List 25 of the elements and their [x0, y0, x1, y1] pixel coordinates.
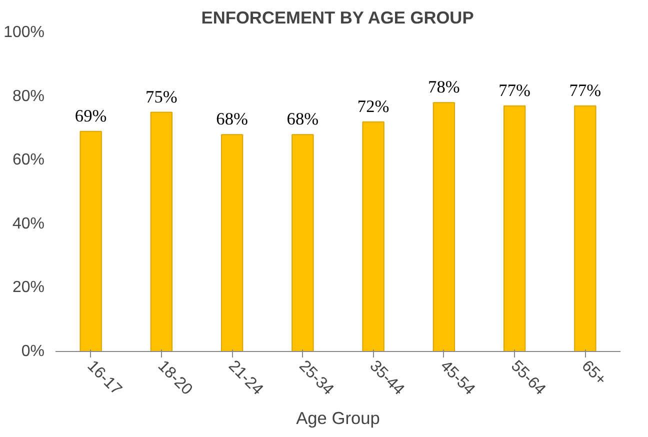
data-label: 77%: [498, 80, 530, 100]
data-label: 77%: [569, 80, 602, 100]
chart-title: ENFORCEMENT BY AGE GROUP: [201, 8, 474, 28]
x-axis-title: Age Group: [296, 408, 380, 428]
data-label: 75%: [146, 87, 178, 106]
y-tick-label: 0%: [21, 343, 44, 360]
data-label: 69%: [74, 106, 107, 126]
bar: [150, 112, 173, 352]
bar: [432, 102, 456, 352]
bar: [80, 130, 102, 352]
y-tick-label: 80%: [12, 88, 45, 105]
y-tick-label: 40%: [12, 215, 45, 232]
bar: [292, 134, 314, 352]
bar: [220, 134, 244, 352]
data-label: 68%: [216, 110, 248, 129]
y-tick-label: 100%: [4, 24, 44, 41]
bar: [362, 121, 384, 352]
data-label: 72%: [357, 96, 390, 116]
data-label: 78%: [428, 78, 460, 97]
data-label: 68%: [286, 110, 319, 129]
bar: [574, 105, 596, 352]
y-tick-label: 60%: [12, 152, 45, 169]
x-tick-label: 65+: [578, 358, 610, 389]
y-tick-label: 20%: [12, 279, 45, 296]
bar: [503, 105, 526, 352]
